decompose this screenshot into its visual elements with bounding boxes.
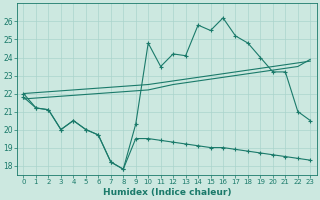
X-axis label: Humidex (Indice chaleur): Humidex (Indice chaleur)	[103, 188, 231, 197]
